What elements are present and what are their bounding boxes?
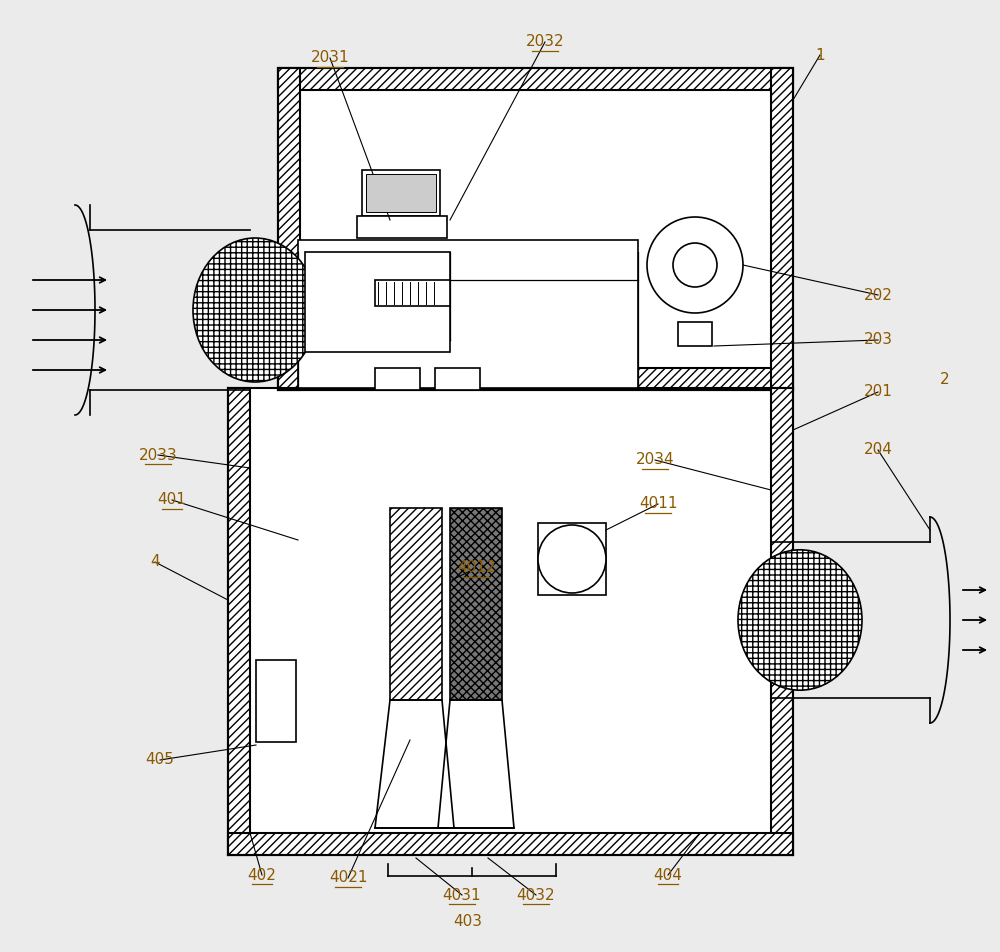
Circle shape [673,243,717,287]
Bar [278,68,793,90]
Bar [357,216,447,238]
Bar [250,388,771,833]
Bar [300,90,771,368]
Circle shape [538,525,606,593]
Bar [771,388,793,855]
Text: 201: 201 [864,385,892,400]
Text: 404: 404 [654,867,682,883]
Bar [375,280,450,306]
Bar [298,240,638,388]
Text: 2034: 2034 [636,452,674,467]
Text: 4021: 4021 [329,870,367,885]
Text: 4012: 4012 [457,561,495,576]
Text: 203: 203 [864,332,893,347]
Text: 401: 401 [158,492,186,507]
Bar [228,833,793,855]
Text: 402: 402 [248,867,276,883]
Bar [771,68,793,390]
Bar [375,368,420,390]
Bar [305,252,450,352]
Bar [278,368,793,390]
Ellipse shape [193,238,317,382]
Text: 1: 1 [815,48,825,63]
Text: 4: 4 [150,554,160,569]
Ellipse shape [738,550,862,690]
Text: 403: 403 [454,915,482,929]
Bar [538,523,606,595]
Circle shape [647,217,743,313]
Text: 4031: 4031 [443,887,481,902]
Bar [228,388,250,855]
Bar [256,660,296,742]
Bar [366,174,436,212]
Text: 405: 405 [146,752,174,767]
Text: 4011: 4011 [639,497,677,511]
Bar [678,322,712,346]
Bar [450,508,502,700]
Text: 2032: 2032 [526,34,564,50]
Text: 2031: 2031 [311,50,349,66]
Text: 2033: 2033 [139,447,177,463]
Bar [278,68,793,390]
Text: 4032: 4032 [517,887,555,902]
Text: 204: 204 [864,443,892,458]
Bar [362,170,440,216]
Bar [435,368,480,390]
Text: 202: 202 [864,288,892,303]
Text: 2: 2 [940,372,950,387]
Bar [278,68,300,390]
Bar [390,508,442,700]
